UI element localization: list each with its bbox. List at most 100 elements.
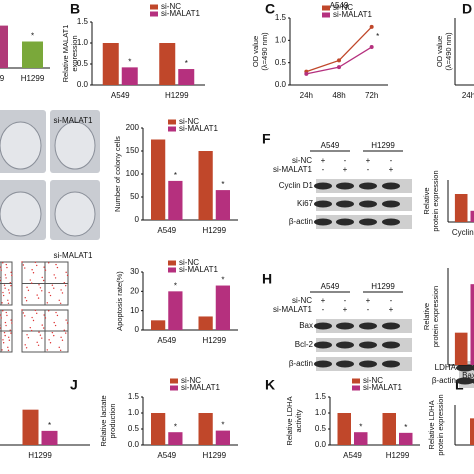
legend-swatch bbox=[170, 378, 178, 384]
flow-dot bbox=[39, 334, 42, 336]
x-tick-label: 24h bbox=[300, 91, 313, 100]
point bbox=[369, 45, 374, 50]
panel-letter: D bbox=[462, 1, 472, 17]
bar bbox=[215, 430, 230, 445]
legend-label: si-NC bbox=[179, 258, 199, 267]
flow-dot bbox=[0, 327, 2, 329]
blot-band bbox=[336, 218, 354, 226]
y-axis-label: (λ=490 nm) bbox=[444, 32, 453, 71]
band-label: β-actin bbox=[289, 359, 313, 368]
y-tick-label: 1.0 bbox=[315, 408, 327, 417]
legend-label: si-MALAT1 bbox=[179, 265, 219, 274]
blot-band bbox=[471, 378, 474, 384]
flow-dot bbox=[21, 309, 23, 311]
flow-dot bbox=[61, 292, 64, 294]
legend-label: si-NC bbox=[363, 376, 383, 385]
blot-group: H1299 bbox=[371, 141, 395, 150]
flow-dot bbox=[26, 286, 28, 289]
bar bbox=[121, 67, 138, 85]
flow-dot bbox=[48, 291, 50, 294]
condition-sign: - bbox=[322, 305, 325, 314]
flow-dot bbox=[56, 314, 59, 317]
flow-dot bbox=[24, 296, 26, 299]
condition-label: si-NC bbox=[292, 156, 312, 165]
flow-dot bbox=[1, 349, 3, 351]
bar bbox=[151, 139, 166, 220]
bar bbox=[470, 210, 474, 222]
condition-sign: + bbox=[343, 305, 348, 314]
blot-band bbox=[314, 341, 332, 349]
flow-dot bbox=[53, 287, 55, 289]
significance: * bbox=[31, 32, 34, 41]
flow-dot bbox=[53, 321, 55, 324]
band-label: Cyclin D1 bbox=[279, 181, 314, 190]
legend-swatch bbox=[322, 5, 330, 11]
flow-dot bbox=[32, 319, 35, 322]
flow-dot bbox=[42, 279, 45, 282]
flow-dot bbox=[54, 277, 57, 279]
x-tick-label: 549 bbox=[0, 74, 5, 83]
flow-dot bbox=[34, 309, 37, 312]
significance: * bbox=[185, 59, 188, 68]
y-tick-label: 1.5 bbox=[77, 17, 89, 26]
bar bbox=[470, 284, 474, 365]
flow-dot bbox=[42, 327, 45, 329]
panel-letter: K bbox=[265, 377, 275, 393]
flow-dot bbox=[21, 261, 23, 263]
condition-sign: - bbox=[367, 305, 370, 314]
blot-band bbox=[359, 360, 377, 368]
panel-letter: B bbox=[70, 1, 80, 17]
colony-dish bbox=[54, 191, 96, 237]
bar bbox=[399, 432, 413, 445]
y-tick-label: 0 bbox=[135, 215, 140, 224]
flow-dot bbox=[3, 284, 6, 286]
condition-sign: - bbox=[344, 296, 347, 305]
y-axis-label: protein expression bbox=[436, 394, 445, 455]
blot-band bbox=[382, 218, 400, 226]
y-axis-label: OD value bbox=[435, 36, 444, 67]
legend-label: si-MALAT1 bbox=[333, 10, 373, 19]
point bbox=[369, 24, 374, 29]
y-axis-label: Relative LDHA bbox=[285, 396, 294, 445]
blot-band bbox=[382, 322, 400, 330]
bar bbox=[168, 180, 183, 220]
colony-dish bbox=[54, 121, 96, 170]
blot-band bbox=[314, 360, 332, 368]
legend-swatch bbox=[352, 378, 360, 384]
x-tick-label: A549 bbox=[111, 91, 130, 100]
panel-letter: C bbox=[265, 1, 275, 17]
flow-dot bbox=[2, 342, 5, 344]
flow-dot bbox=[36, 264, 38, 267]
flow-dot bbox=[53, 274, 55, 276]
flow-dot bbox=[10, 332, 12, 334]
blot-band bbox=[382, 360, 400, 368]
flow-dot bbox=[58, 346, 60, 349]
legend-swatch bbox=[150, 11, 158, 17]
y-axis-label: Number of colony cells bbox=[113, 136, 122, 212]
flow-dot bbox=[34, 261, 37, 264]
flow-dot bbox=[46, 302, 48, 304]
flow-dot bbox=[60, 336, 62, 338]
flow-dot bbox=[9, 281, 11, 284]
condition-sign: + bbox=[389, 305, 394, 314]
flow-dot bbox=[5, 277, 7, 279]
flow-dot bbox=[27, 289, 30, 292]
legend-swatch bbox=[170, 385, 178, 391]
flow-dot bbox=[31, 316, 33, 319]
flow-dot bbox=[7, 302, 10, 304]
y-axis-label: Relative lactate bbox=[99, 395, 108, 446]
blot-band bbox=[382, 200, 400, 208]
x-tick-label: H1299 bbox=[21, 74, 45, 83]
flow-dot bbox=[27, 337, 30, 339]
flow-dot bbox=[48, 339, 50, 341]
flow-dot bbox=[51, 331, 54, 334]
flow-dot bbox=[65, 319, 67, 321]
flow-dot bbox=[30, 329, 33, 332]
blot-band bbox=[456, 364, 474, 372]
legend-swatch bbox=[168, 260, 176, 266]
y-tick-label: 1.5 bbox=[128, 392, 140, 401]
legend-label: si-NC bbox=[333, 3, 353, 12]
x-tick-label: H1299 bbox=[202, 451, 226, 460]
significance: * bbox=[221, 421, 224, 430]
flow-dot bbox=[2, 291, 4, 294]
